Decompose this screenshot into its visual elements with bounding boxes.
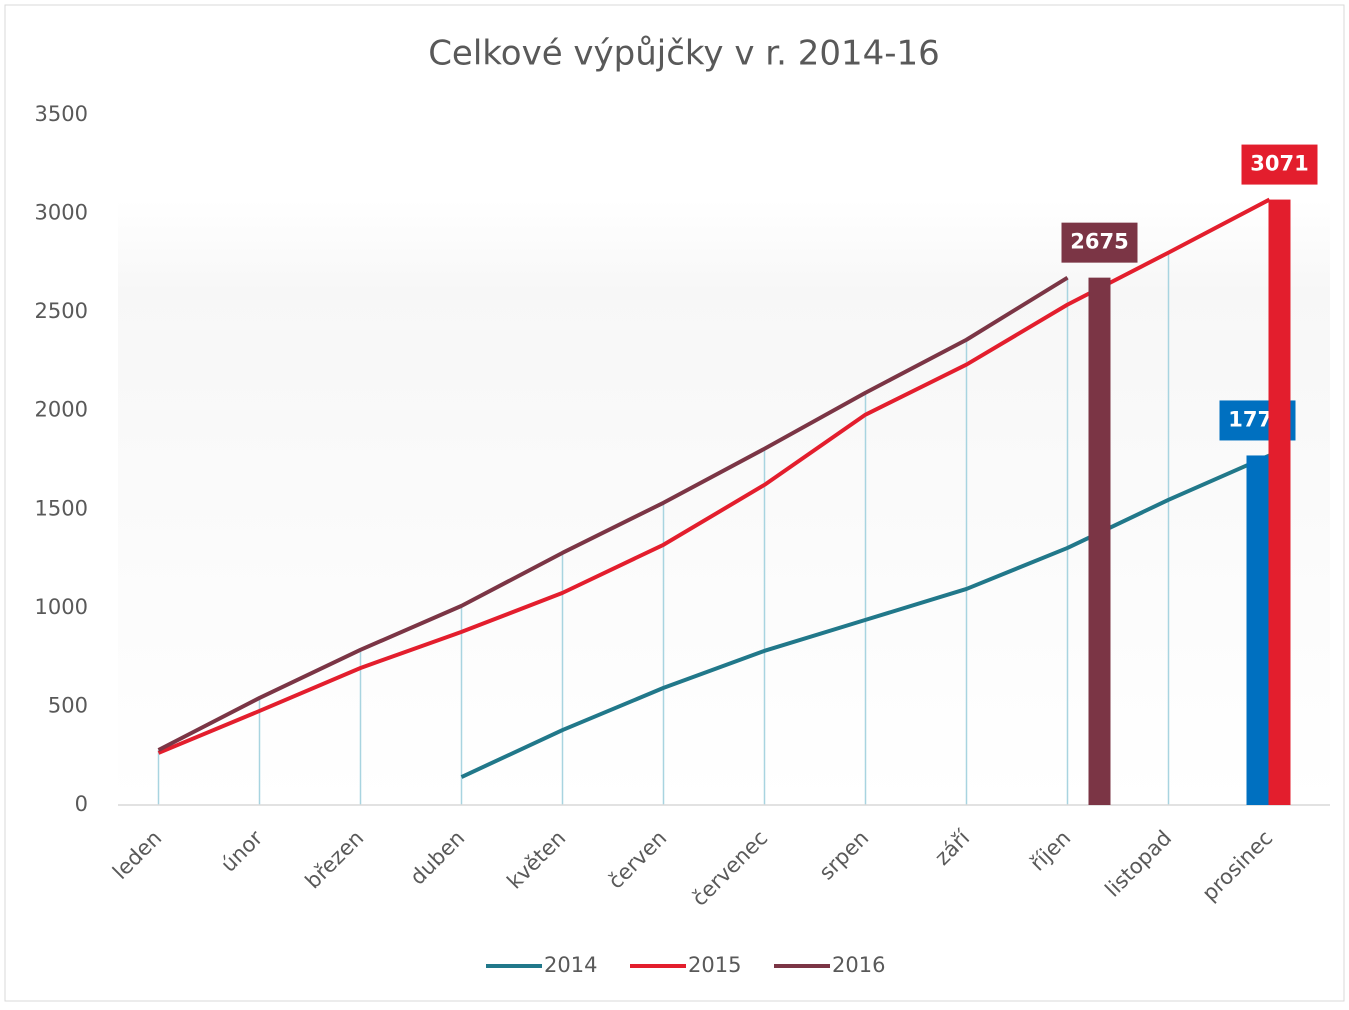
- y-tick-label: 500: [48, 693, 88, 717]
- data-label: 3071: [1250, 152, 1308, 176]
- y-tick-label: 0: [75, 792, 88, 816]
- legend-label: 2014: [544, 953, 597, 977]
- bar: [1269, 200, 1291, 805]
- y-tick-label: 1000: [35, 595, 88, 619]
- y-tick-label: 1500: [35, 496, 88, 520]
- data-label: 2675: [1070, 230, 1128, 254]
- bar: [1247, 455, 1269, 805]
- y-tick-label: 3000: [35, 201, 88, 225]
- legend-label: 2016: [832, 953, 885, 977]
- legend-label: 2015: [688, 953, 741, 977]
- chart-title: Celkové výpůjčky v r. 2014-16: [428, 34, 940, 74]
- y-tick-label: 2500: [35, 299, 88, 323]
- y-tick-label: 2000: [35, 398, 88, 422]
- bar: [1089, 278, 1111, 805]
- plot-background: [118, 200, 1330, 805]
- chart: Celkové výpůjčky v r. 2014-16 0 500 1000 15…: [0, 0, 1349, 1006]
- y-tick-label: 3500: [35, 102, 88, 126]
